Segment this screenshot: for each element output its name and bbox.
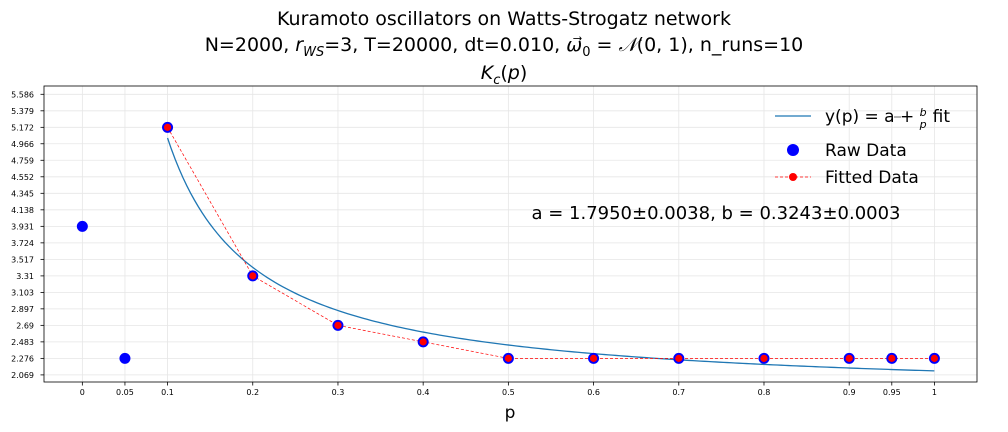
- x-tick-label: 0: [80, 388, 85, 397]
- x-tick-label: 1: [932, 388, 937, 397]
- fit-curve-line: [166, 137, 935, 372]
- y-tick-label: 3.517: [11, 255, 34, 264]
- y-tick-label: 5.379: [11, 107, 34, 116]
- y-tick-label: 4.552: [11, 173, 34, 182]
- y-tick-label: 2.69: [16, 321, 34, 330]
- y-tick-label: 3.724: [11, 239, 34, 248]
- fit-parameters-annotation: a = 1.7950±0.0038, b = 0.3243±0.0003: [531, 203, 900, 224]
- x-tick-label: 0.4: [417, 388, 430, 397]
- x-tick-label: 0.05: [116, 388, 134, 397]
- fitted-data-point: [249, 272, 257, 280]
- legend-raw-label: Raw Data: [825, 141, 907, 161]
- y-tick-label: 4.138: [11, 206, 34, 215]
- x-tick-label: 0.8: [758, 388, 771, 397]
- fitted-data-point: [930, 354, 938, 362]
- x-axis-label: p: [505, 403, 516, 423]
- legend-raw-swatch: [787, 144, 799, 156]
- y-tick-label: 5.586: [11, 90, 34, 99]
- fitted-data-point: [760, 354, 768, 362]
- x-tick-label: 0.1: [161, 388, 174, 397]
- fitted-data-point: [504, 354, 512, 362]
- y-tick-label: 2.069: [11, 371, 34, 380]
- y-tick-label: 4.345: [11, 189, 34, 198]
- legend-fitted-label: Fitted Data: [825, 168, 919, 188]
- y-tick-label: 2.276: [11, 354, 34, 363]
- fitted-data-point: [163, 123, 172, 131]
- x-tick-label: 0.5: [502, 388, 515, 397]
- raw-data-point: [119, 352, 131, 364]
- plot-frame: [43, 85, 978, 383]
- y-tick-label: 5.172: [11, 123, 34, 132]
- fitted-data-point: [675, 354, 683, 362]
- chart-title: Kuramoto oscillators on Watts-Strogatz n…: [277, 8, 731, 30]
- fitted-data-point: [888, 354, 896, 362]
- legend-fitted-marker-swatch: [789, 173, 797, 181]
- y-tick-label: 4.759: [11, 156, 34, 165]
- axes: 0 0.05 0.1 0.2 0.3 0.4 0.5 0.6 0.7 0.8 0.9 0.95 1 2.0…: [11, 85, 978, 397]
- chart-function-label: Kc(p): [480, 62, 528, 88]
- x-tick-label: 0.7: [672, 388, 685, 397]
- x-tick-label: 0.95: [883, 388, 901, 397]
- chart-subtitle: N=2000, rWS=3, T=20000, dt=0.010, ω⃗0 = …: [204, 34, 804, 60]
- y-tick-label: 2.897: [11, 305, 34, 314]
- y-tick-label: 3.31: [16, 272, 34, 281]
- fitted-data-point: [334, 321, 342, 329]
- x-tick-label: 0.2: [246, 388, 259, 397]
- raw-data-point: [76, 220, 88, 232]
- y-tick-label: 3.931: [11, 222, 34, 231]
- fitted-data-point: [845, 354, 853, 362]
- y-tick-label: 4.966: [11, 140, 34, 149]
- series-layer: [76, 121, 940, 372]
- y-tick-label: 2.483: [11, 338, 34, 347]
- x-tick-label: 0.9: [843, 388, 856, 397]
- x-tick-label: 0.6: [587, 388, 600, 397]
- fitted-data-line: [167, 127, 935, 359]
- fitted-data-point: [419, 338, 427, 346]
- y-tick-label: 3.103: [11, 288, 34, 297]
- grid: [44, 86, 977, 382]
- x-tick-label: 0.3: [332, 388, 345, 397]
- fitted-data-point: [589, 354, 598, 362]
